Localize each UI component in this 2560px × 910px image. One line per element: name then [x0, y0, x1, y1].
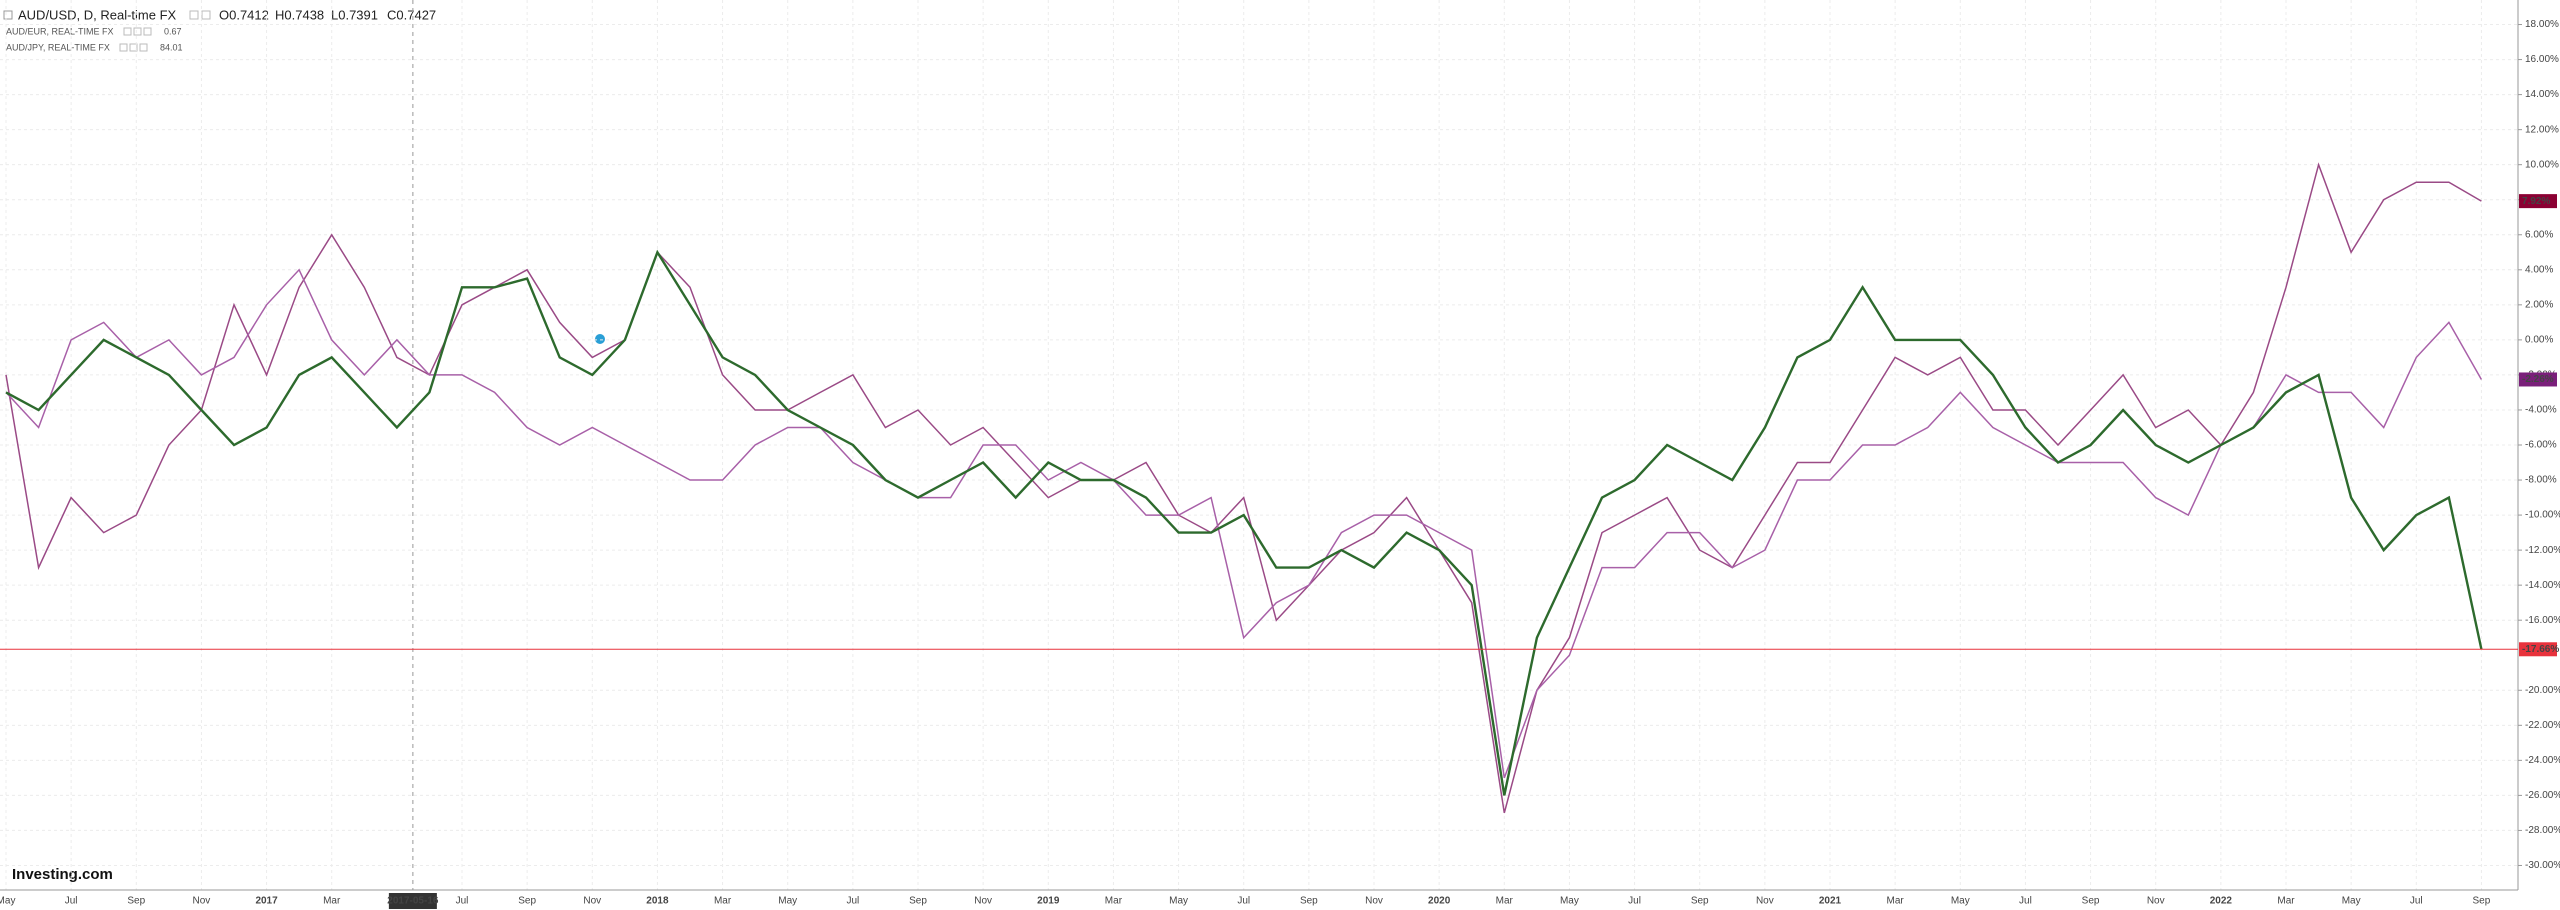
series-line: [5, 268, 2483, 779]
x-tick-label: Sep: [2473, 896, 2491, 907]
x-tick-label: Sep: [1300, 896, 1318, 907]
y-tick-label: -14.00%: [2525, 580, 2560, 591]
y-tick-label: -22.00%: [2525, 720, 2560, 731]
legend-icon[interactable]: [133, 27, 142, 36]
settings-icon[interactable]: [189, 10, 199, 20]
x-tick-label: Mar: [2277, 896, 2295, 907]
legend-icon[interactable]: [119, 43, 128, 52]
x-tick-label: Mar: [323, 896, 341, 907]
x-tick-label: Sep: [1691, 896, 1709, 907]
ohlc-low: L0.7391: [331, 7, 378, 22]
x-tick-label: May: [778, 896, 797, 907]
y-tick-label: -24.00%: [2525, 755, 2560, 766]
x-tick-label: 2021: [1819, 896, 1842, 907]
last-value-label: -17.66%: [2522, 644, 2559, 655]
x-tick-label: May: [1560, 896, 1579, 907]
x-tick-label: May: [0, 896, 15, 907]
y-tick-label: 14.00%: [2525, 89, 2559, 100]
x-tick-label: Sep: [127, 896, 145, 907]
x-tick-label: Jul: [2410, 896, 2423, 907]
y-tick-label: 12.00%: [2525, 124, 2559, 135]
series-line: [5, 162, 2482, 814]
y-tick-label: 4.00%: [2525, 264, 2553, 275]
x-tick-label: Mar: [1887, 896, 1905, 907]
ohlc-high: H0.7438: [275, 7, 324, 22]
y-tick-label: 10.00%: [2525, 159, 2559, 170]
close-icon[interactable]: [201, 10, 211, 20]
x-tick-label: Jul: [2019, 896, 2032, 907]
x-tick-label: Sep: [909, 896, 927, 907]
legend-icon[interactable]: [129, 43, 138, 52]
y-tick-label: 6.00%: [2525, 229, 2553, 240]
x-tick-label: Nov: [583, 896, 601, 907]
x-tick-label: Jul: [1628, 896, 1641, 907]
last-value-label: -2.26%: [2522, 374, 2554, 385]
x-tick-label: 2018: [646, 896, 669, 907]
x-tick-label: Mar: [714, 896, 732, 907]
last-value-tag: [2519, 642, 2557, 657]
x-tick-label: Sep: [518, 896, 536, 907]
y-tick-label: -26.00%: [2525, 790, 2560, 801]
y-tick-label: -30.00%: [2525, 860, 2560, 871]
x-tick-label: Jul: [65, 896, 78, 907]
y-tick-label: -16.00%: [2525, 615, 2560, 626]
y-tick-label: -8.00%: [2525, 475, 2557, 486]
x-tick-label: 2019: [1037, 896, 1060, 907]
x-tick-label: Mar: [1496, 896, 1514, 907]
x-tick-label: Nov: [1756, 896, 1774, 907]
legend-icon[interactable]: [139, 43, 148, 52]
legend-name: AUD/EUR, REAL-TIME FX: [6, 26, 114, 36]
x-tick-label: May: [2342, 896, 2361, 907]
ohlc-open: O0.7412: [219, 7, 269, 22]
last-value-tag: [2519, 194, 2557, 209]
series-line: [5, 249, 2483, 796]
y-tick-label: -28.00%: [2525, 825, 2560, 836]
legend-name: AUD/JPY, REAL-TIME FX: [6, 42, 110, 52]
legend-icon[interactable]: [123, 27, 132, 36]
crosshair-tag: [388, 893, 437, 909]
x-tick-label: Mar: [1105, 896, 1123, 907]
y-tick-label: -20.00%: [2525, 685, 2560, 696]
logo: Investing.com: [12, 866, 113, 883]
x-tick-label: 2020: [1428, 896, 1451, 907]
x-tick-label: Nov: [193, 896, 211, 907]
x-tick-label: Jul: [456, 896, 469, 907]
y-tick-label: -10.00%: [2525, 510, 2560, 521]
x-tick-label: May: [1951, 896, 1970, 907]
x-tick-label: Jul: [1237, 896, 1250, 907]
y-tick-label: 16.00%: [2525, 54, 2559, 65]
y-tick-label: -4.00%: [2525, 405, 2557, 416]
x-tick-label: 2022: [2210, 896, 2233, 907]
last-value-label: 7.92%: [2522, 196, 2550, 207]
y-tick-label: -6.00%: [2525, 440, 2557, 451]
event-marker[interactable]: [593, 332, 607, 346]
x-tick-label: May: [1169, 896, 1188, 907]
y-tick-label: 0.00%: [2525, 335, 2553, 346]
crosshair-label: 2017-05-16: [387, 896, 439, 907]
x-tick-label: 2017: [255, 896, 278, 907]
legend-value: 84.01: [160, 42, 183, 52]
y-tick-label: 2.00%: [2525, 299, 2553, 310]
x-tick-label: Nov: [974, 896, 992, 907]
x-tick-label: Sep: [2082, 896, 2100, 907]
y-tick-label: -12.00%: [2525, 545, 2560, 556]
collapse-icon[interactable]: [3, 10, 13, 20]
x-tick-label: Jul: [846, 896, 859, 907]
last-value-tag: [2519, 372, 2557, 387]
x-tick-label: Nov: [1365, 896, 1383, 907]
legend-icon[interactable]: [143, 27, 152, 36]
legend-value: 0.67: [164, 26, 182, 36]
x-tick-label: Nov: [2147, 896, 2165, 907]
ohlc-close: C0.7427: [387, 7, 436, 22]
y-tick-label: 18.00%: [2525, 19, 2559, 30]
symbol-title: AUD/USD, D, Real-time FX: [18, 7, 177, 22]
